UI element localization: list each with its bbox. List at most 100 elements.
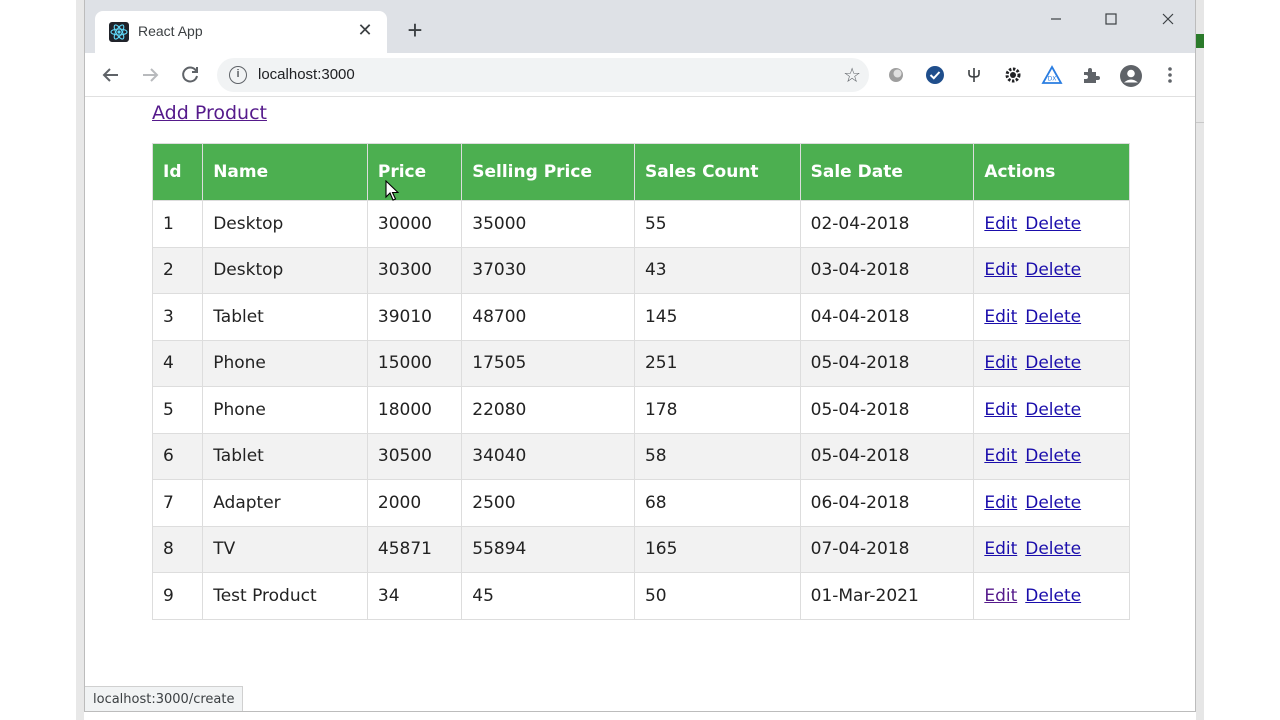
browser-menu-icon[interactable] xyxy=(1159,64,1181,86)
delete-link[interactable]: Delete xyxy=(1025,399,1082,420)
cell-id: 1 xyxy=(151,200,204,248)
edit-link[interactable]: Edit xyxy=(984,539,1018,560)
site-info-icon[interactable]: i xyxy=(229,66,247,84)
table-row: 4 Phone 15000 17505 251 05-04-2018 Edit Delete xyxy=(151,339,1130,387)
background-window-right xyxy=(1196,0,1280,720)
delete-link[interactable]: Delete xyxy=(1025,539,1082,560)
reload-icon[interactable] xyxy=(178,63,202,87)
cell-sale-date: 05-04-2018 xyxy=(799,339,975,387)
cell-selling-price: 17505 xyxy=(461,339,635,387)
cell-sales-count: 165 xyxy=(633,525,801,573)
table-header-row: Id Name Price Selling Price Sales Count Sale … xyxy=(151,143,1130,201)
delete-link[interactable]: Delete xyxy=(1025,585,1082,606)
table-row: 5 Phone 18000 22080 178 05-04-2018 Edit Delete xyxy=(151,386,1130,434)
background-window-left xyxy=(0,0,84,720)
cell-price: 18000 xyxy=(366,386,463,434)
tab-title: React App xyxy=(138,23,203,39)
cell-id: 5 xyxy=(151,386,204,434)
cell-name: Desktop xyxy=(202,246,368,294)
tab-close-icon[interactable]: ✕ xyxy=(357,20,373,40)
delete-link[interactable]: Delete xyxy=(1025,353,1082,374)
edit-link[interactable]: Edit xyxy=(984,446,1018,467)
react-logo-icon xyxy=(109,22,129,42)
edit-link[interactable]: Edit xyxy=(984,213,1018,234)
browser-toolbar: i localhost:3000 ☆ DX xyxy=(85,53,1195,97)
cell-actions: Edit Delete xyxy=(973,293,1130,341)
edit-link[interactable]: Edit xyxy=(984,353,1018,374)
extension-trident-icon[interactable] xyxy=(963,64,985,86)
table-row: 3 Tablet 39010 48700 145 04-04-2018 Edit Delete xyxy=(151,293,1130,341)
extension-triangle-icon[interactable]: DX xyxy=(1041,64,1063,86)
cell-sales-count: 68 xyxy=(633,479,801,527)
add-product-link[interactable]: Add Product xyxy=(152,102,267,124)
forward-icon[interactable] xyxy=(138,63,162,87)
back-icon[interactable] xyxy=(99,63,123,87)
cell-selling-price: 48700 xyxy=(461,293,635,341)
browser-tab[interactable]: React App ✕ xyxy=(95,11,387,53)
window-close-icon[interactable] xyxy=(1157,8,1179,30)
column-header: Sales Count xyxy=(633,143,801,201)
cell-sale-date: 02-04-2018 xyxy=(799,200,975,248)
cell-selling-price: 34040 xyxy=(461,432,635,480)
column-header: Actions xyxy=(973,143,1130,201)
cell-sale-date: 07-04-2018 xyxy=(799,525,975,573)
cell-id: 3 xyxy=(151,293,204,341)
browser-window: React App ✕ + i localhost:3000 ☆ xyxy=(84,0,1196,712)
cell-sale-date: 05-04-2018 xyxy=(799,432,975,480)
delete-link[interactable]: Delete xyxy=(1025,306,1082,327)
url-text[interactable]: localhost:3000 xyxy=(258,66,355,83)
bookmark-star-icon[interactable]: ☆ xyxy=(843,65,861,87)
cell-actions: Edit Delete xyxy=(973,572,1130,620)
extension-circle-icon[interactable] xyxy=(885,64,907,86)
edit-link[interactable]: Edit xyxy=(984,585,1018,606)
profile-avatar-icon[interactable] xyxy=(1119,64,1142,87)
cell-actions: Edit Delete xyxy=(973,200,1130,248)
cell-sale-date: 01-Mar-2021 xyxy=(799,572,975,620)
tab-strip: React App ✕ + xyxy=(85,0,1195,53)
mouse-cursor-icon xyxy=(385,179,400,207)
cell-price: 30500 xyxy=(366,432,463,480)
table-row: 7 Adapter 2000 2500 68 06-04-2018 Edit Delete xyxy=(151,479,1130,527)
extension-gear-icon[interactable] xyxy=(1002,64,1024,86)
cell-price: 15000 xyxy=(366,339,463,387)
products-table: Id Name Price Selling Price Sales Count Sale … xyxy=(151,143,1130,620)
page-content: Add Product Id Name Price Selling Price Sale… xyxy=(85,97,1195,711)
cell-sale-date: 06-04-2018 xyxy=(799,479,975,527)
delete-link[interactable]: Delete xyxy=(1025,213,1082,234)
cell-price: 34 xyxy=(366,572,463,620)
maximize-icon[interactable] xyxy=(1100,8,1122,30)
extensions-puzzle-icon[interactable] xyxy=(1080,64,1102,86)
cell-price: 30000 xyxy=(366,200,463,248)
cell-selling-price: 55894 xyxy=(461,525,635,573)
edit-link[interactable]: Edit xyxy=(984,306,1018,327)
cell-name: Desktop xyxy=(202,200,368,248)
cell-id: 4 xyxy=(151,339,204,387)
column-header: Price xyxy=(366,143,463,201)
cell-name: Tablet xyxy=(202,432,368,480)
table-body: 1 Desktop 30000 35000 55 02-04-2018 Edit Delete… xyxy=(151,200,1130,620)
delete-link[interactable]: Delete xyxy=(1025,260,1082,281)
new-tab-icon[interactable]: + xyxy=(407,15,423,45)
delete-link[interactable]: Delete xyxy=(1025,446,1082,467)
cell-sale-date: 03-04-2018 xyxy=(799,246,975,294)
minimize-icon[interactable] xyxy=(1045,8,1067,30)
edit-link[interactable]: Edit xyxy=(984,492,1018,513)
address-bar[interactable]: i localhost:3000 ☆ xyxy=(217,58,869,92)
cell-name: TV xyxy=(202,525,368,573)
cell-sales-count: 43 xyxy=(633,246,801,294)
cell-price: 30300 xyxy=(366,246,463,294)
cell-sales-count: 145 xyxy=(633,293,801,341)
cell-name: Test Product xyxy=(202,572,368,620)
extension-check-icon[interactable] xyxy=(924,64,946,86)
edit-link[interactable]: Edit xyxy=(984,260,1018,281)
table-row: 2 Desktop 30300 37030 43 03-04-2018 Edit Delete xyxy=(151,246,1130,294)
table-row: 1 Desktop 30000 35000 55 02-04-2018 Edit Delete xyxy=(151,200,1130,248)
edit-link[interactable]: Edit xyxy=(984,399,1018,420)
cell-actions: Edit Delete xyxy=(973,432,1130,480)
cell-selling-price: 37030 xyxy=(461,246,635,294)
delete-link[interactable]: Delete xyxy=(1025,492,1082,513)
cell-actions: Edit Delete xyxy=(973,339,1130,387)
cell-actions: Edit Delete xyxy=(973,479,1130,527)
cell-id: 6 xyxy=(151,432,204,480)
cell-name: Tablet xyxy=(202,293,368,341)
